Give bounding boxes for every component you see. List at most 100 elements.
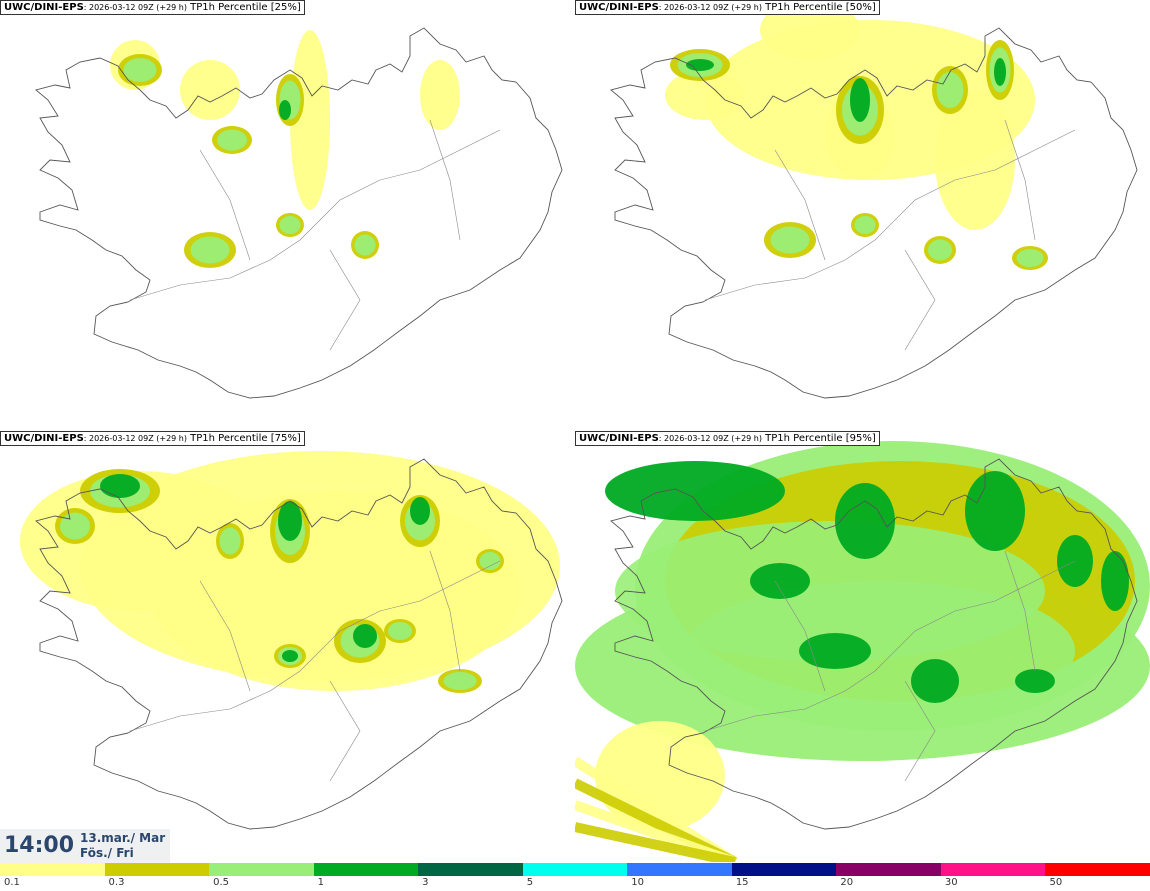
- valid-weekday: Fös./ Fri: [80, 846, 134, 860]
- precip-area: [1016, 249, 1044, 267]
- colorbar-ticks: 0.1 0.3 0.5 1 3 5 10 15 20 30 50: [0, 876, 1150, 891]
- precip-core: [353, 624, 377, 648]
- road-line: [774, 580, 826, 692]
- percentile-label: TP1h Percentile [25%]: [186, 2, 301, 13]
- precip-area: [479, 552, 501, 570]
- precip-core: [282, 650, 298, 662]
- precip-area: [665, 70, 745, 120]
- colorbar-segment: [418, 863, 523, 876]
- precip-core: [605, 461, 785, 521]
- precip-core: [911, 659, 959, 703]
- colorbar-segment: [836, 863, 941, 876]
- precip-map: [575, 441, 1150, 862]
- precip-core: [799, 633, 871, 669]
- road-line: [429, 550, 461, 672]
- road-line: [329, 249, 361, 351]
- colorbar-segment: [522, 863, 628, 876]
- precip-area: [60, 512, 90, 540]
- road-line: [129, 239, 301, 301]
- precip-area: [123, 58, 157, 82]
- coastline: [35, 27, 563, 399]
- colorbar-tick-label: 15: [735, 877, 749, 888]
- precip-area: [936, 72, 964, 108]
- precip-area: [685, 581, 1075, 721]
- road-line: [704, 670, 876, 732]
- precip-core: [279, 100, 291, 120]
- precip-map: [20, 451, 563, 830]
- precip-core: [835, 483, 895, 559]
- panel-title: UWC/DINI-EPS: 2026-03-12 09Z (+29 h) TP1…: [575, 0, 880, 15]
- coastline: [610, 458, 1138, 830]
- model-name: UWC/DINI-EPS: [579, 2, 659, 13]
- precip-area: [217, 129, 247, 151]
- colorbar-tick-label: 0.1: [4, 877, 20, 888]
- map-panel-p50: UWC/DINI-EPS: 2026-03-12 09Z (+29 h) TP1…: [575, 0, 1150, 431]
- run-info: : 2026-03-12 09Z (+29 h): [658, 3, 762, 12]
- colorbar-tick-label: 50: [1049, 877, 1063, 888]
- colorbar-tick-label: 5: [526, 877, 534, 888]
- panel-title: UWC/DINI-EPS: 2026-03-12 09Z (+29 h) TP1…: [0, 431, 305, 446]
- model-name: UWC/DINI-EPS: [4, 2, 84, 13]
- precip-core: [850, 78, 870, 122]
- precip-core: [750, 563, 810, 599]
- map-panel-p25: UWC/DINI-EPS: 2026-03-12 09Z (+29 h) TP1…: [0, 0, 575, 431]
- colorbar-segment: [0, 863, 105, 876]
- road-line: [129, 670, 301, 732]
- model-name: UWC/DINI-EPS: [4, 433, 84, 444]
- coastline: [35, 458, 563, 830]
- colorbar-tick-label: 30: [944, 877, 958, 888]
- precip-area: [928, 239, 952, 261]
- road-line: [704, 239, 876, 301]
- precip-core: [1101, 551, 1129, 611]
- colorbar-segment: [1045, 863, 1150, 876]
- precip-area: [190, 236, 230, 264]
- precip-area: [20, 471, 260, 611]
- precip-core: [100, 474, 140, 498]
- precip-area: [388, 622, 412, 640]
- precip-map: [35, 27, 563, 399]
- precip-area: [443, 672, 477, 690]
- panel-title: UWC/DINI-EPS: 2026-03-12 09Z (+29 h) TP1…: [0, 0, 305, 15]
- road-line: [299, 129, 501, 241]
- road-line: [904, 249, 936, 351]
- road-line: [299, 560, 501, 672]
- precip-area: [760, 0, 860, 60]
- road-line: [199, 149, 251, 261]
- valid-time-box: 14:00 13.mar./ Mar Fös./ Fri: [0, 829, 170, 863]
- colorbar-segment: [104, 863, 210, 876]
- precip-area: [279, 216, 301, 234]
- valid-time: 14:00: [4, 833, 75, 858]
- precip-core: [994, 58, 1006, 86]
- road-line: [199, 580, 251, 692]
- colorbar-tick-label: 1: [317, 877, 324, 888]
- road-line: [904, 680, 936, 782]
- run-info: : 2026-03-12 09Z (+29 h): [83, 3, 187, 12]
- percentile-label: TP1h Percentile [75%]: [186, 433, 301, 444]
- precip-core: [278, 501, 302, 541]
- precip-area: [180, 60, 240, 120]
- precip-core: [965, 471, 1025, 551]
- run-info: : 2026-03-12 09Z (+29 h): [83, 434, 187, 443]
- precip-colorbar: [0, 863, 1150, 876]
- colorbar-segment: [209, 863, 314, 876]
- road-line: [774, 149, 826, 261]
- road-line: [1004, 119, 1036, 241]
- precip-area: [290, 30, 330, 210]
- precip-area: [420, 60, 460, 130]
- colorbar-tick-label: 3: [422, 877, 429, 888]
- colorbar-segment: [627, 863, 732, 876]
- model-name: UWC/DINI-EPS: [579, 433, 659, 444]
- colorbar-tick-label: 0.5: [213, 877, 229, 888]
- colorbar-tick-label: 20: [840, 877, 854, 888]
- colorbar-segment: [940, 863, 1046, 876]
- colorbar-segment: [731, 863, 837, 876]
- map-panel-p95: UWC/DINI-EPS: 2026-03-12 09Z (+29 h) TP1…: [575, 431, 1150, 862]
- percentile-label: TP1h Percentile [95%]: [761, 433, 876, 444]
- road-line: [874, 129, 1076, 241]
- precip-area: [854, 216, 876, 234]
- road-line: [429, 119, 461, 241]
- coastline: [610, 27, 1138, 399]
- precip-map: [610, 0, 1138, 399]
- road-line: [329, 680, 361, 782]
- precip-area: [935, 90, 1015, 230]
